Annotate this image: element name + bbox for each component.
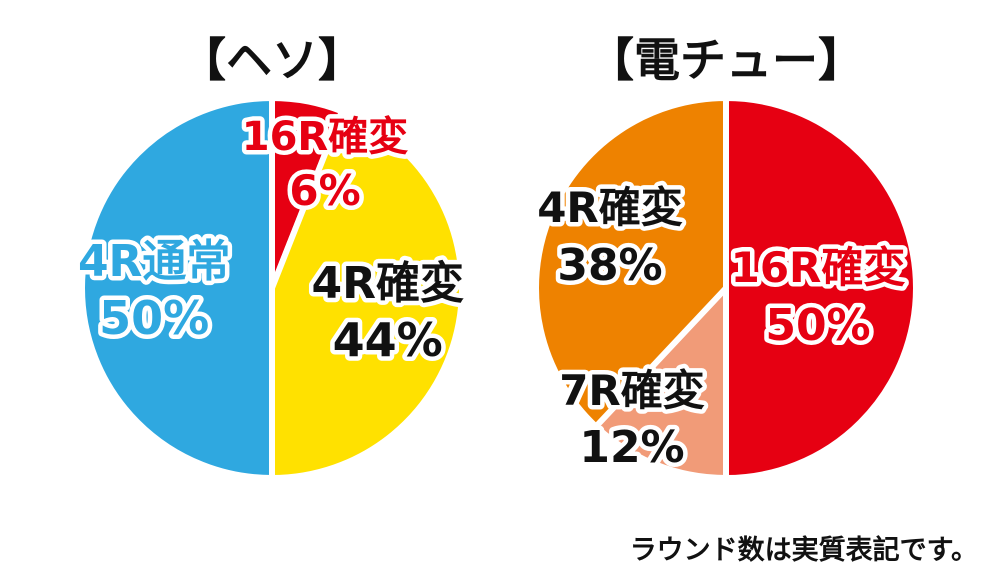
slice-label: 4R通常 [78, 236, 231, 287]
pie-title: 【電チュー】 [588, 33, 864, 87]
slice-label: 4R確変 [537, 183, 683, 232]
pie-title: 【ヘソ】 [180, 33, 364, 87]
pie-slice [269, 108, 465, 481]
slice-label: 7R確変 [559, 366, 705, 415]
pie-slice [723, 95, 919, 481]
slice-value-label: 12% [579, 422, 684, 473]
slice-label: 4R確変 [311, 258, 464, 309]
slice-value-label: 50% [765, 300, 870, 351]
pie-chart-2: 【電チュー】 16R確変 50% 7R確変 12% 4R確変 38% [533, 33, 919, 481]
slice-label: 16R確変 [731, 243, 906, 292]
slice-label: 16R確変 [242, 114, 408, 160]
slice-value-label: 6% [289, 166, 360, 215]
slice-value-label: 44% [333, 313, 443, 367]
pie-slice [533, 95, 729, 430]
slice-value-label: 38% [557, 240, 662, 291]
slice-value-label: 50% [99, 291, 209, 345]
pie-slice [592, 285, 729, 481]
pie-slice [79, 95, 275, 481]
footnote: ラウンド数は実質表記です。 [629, 535, 978, 566]
